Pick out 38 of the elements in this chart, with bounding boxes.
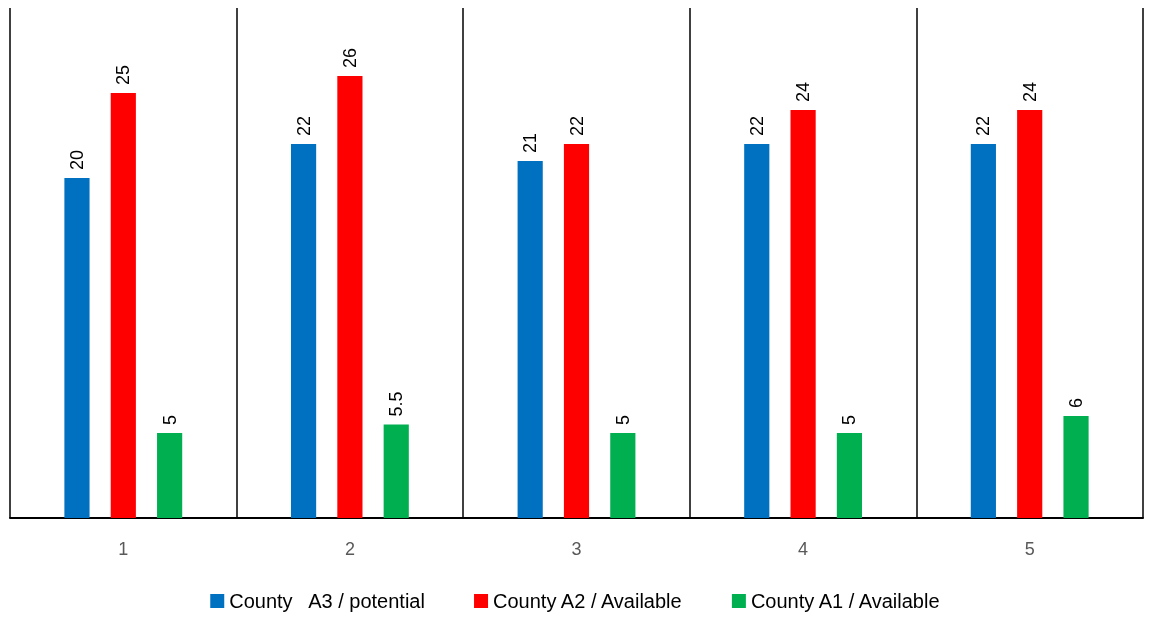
bar — [744, 144, 770, 518]
bar — [110, 93, 136, 518]
legend-label: County A2 / Available — [493, 590, 682, 612]
data-label: 24 — [1019, 81, 1040, 102]
x-tick-label: 2 — [344, 539, 355, 559]
data-label: 22 — [566, 115, 587, 136]
data-label: 5 — [612, 414, 633, 425]
legend-label: County A3 / potential — [229, 590, 425, 612]
data-label: 25 — [113, 64, 134, 85]
data-label: 21 — [520, 132, 541, 153]
bar — [337, 76, 363, 518]
bar — [1063, 416, 1089, 518]
bar — [970, 144, 996, 518]
x-tick-label: 4 — [798, 539, 809, 559]
data-label: 26 — [339, 47, 360, 68]
data-label: 20 — [66, 149, 87, 170]
legend-label: County A1 / Available — [750, 590, 940, 612]
bar — [157, 433, 183, 518]
bar — [64, 178, 90, 518]
data-label: 22 — [746, 115, 767, 136]
bar — [563, 144, 590, 518]
bar — [836, 433, 863, 518]
bar — [610, 433, 636, 518]
bar — [383, 424, 409, 518]
data-label: 24 — [793, 81, 814, 102]
data-label: 22 — [973, 115, 994, 136]
data-label: 22 — [293, 115, 314, 136]
data-label: 5.5 — [386, 391, 407, 417]
bar — [1017, 110, 1043, 518]
data-label: 5 — [839, 414, 860, 425]
x-tick-label: 3 — [571, 539, 582, 559]
x-tick-label: 5 — [1024, 539, 1035, 559]
bar — [517, 161, 543, 518]
data-label: 6 — [1066, 397, 1087, 408]
bar — [790, 110, 816, 518]
x-tick-label: 1 — [118, 539, 129, 559]
data-label: 5 — [159, 414, 180, 425]
bar — [290, 144, 317, 518]
